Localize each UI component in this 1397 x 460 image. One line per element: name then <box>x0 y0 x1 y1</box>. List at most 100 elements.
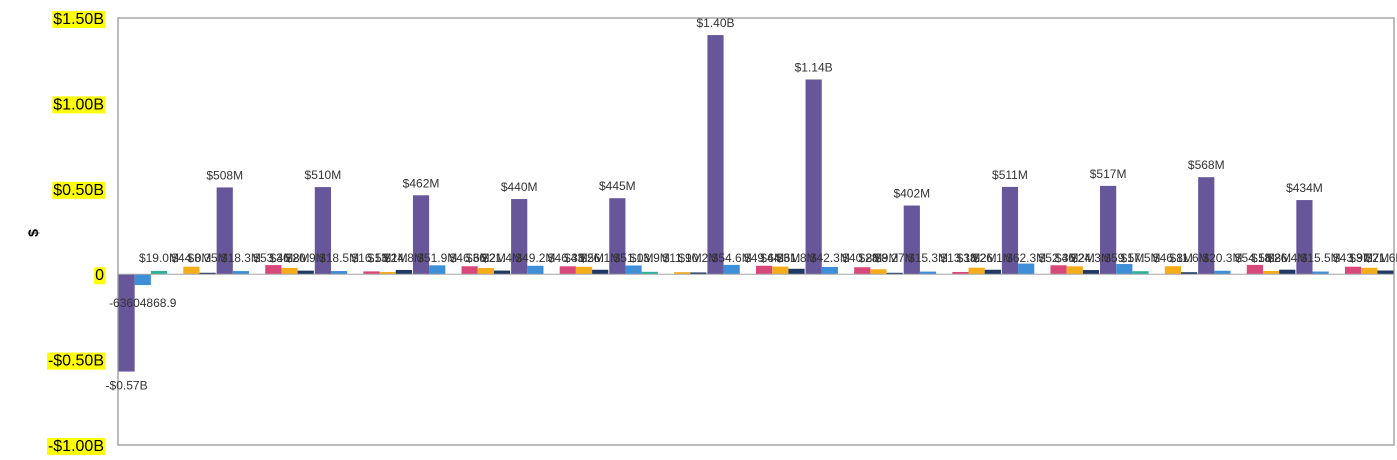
bar-s6-10 <box>1082 270 1100 275</box>
data-label: $49.6M <box>744 251 784 265</box>
data-label: $21.6M <box>1365 251 1397 265</box>
bar-s4-8 <box>854 267 871 275</box>
y-tick-highlight <box>52 181 105 199</box>
bar-s2-8 <box>821 266 838 275</box>
data-label: $402M <box>893 187 930 201</box>
data-label: $19.0M <box>139 251 179 265</box>
data-label: $53.4M <box>253 251 293 265</box>
bar-s1-13 <box>1296 200 1313 275</box>
bar-s1-9 <box>903 205 920 275</box>
data-label: $51.0M <box>614 251 654 265</box>
bar-s2-4 <box>429 265 446 275</box>
bar-s2-6 <box>625 265 642 275</box>
bar-s3-1 <box>150 270 168 275</box>
bar-s1-11 <box>1100 185 1117 275</box>
data-label: $510M <box>305 168 342 182</box>
y-tick-label: $1.00B <box>53 96 104 113</box>
bars <box>118 35 1394 372</box>
data-label: -$0.57B <box>106 379 148 393</box>
data-label: $517M <box>1090 167 1127 181</box>
data-label: $8.35M <box>188 251 228 265</box>
data-label: $52.3M <box>1039 251 1079 265</box>
data-label: $568M <box>1188 158 1225 172</box>
data-label: $54.6M <box>712 251 752 265</box>
data-labels: -$0.57B $508M $510M $462M $440M $445M $1.40B $1… <box>106 16 1397 392</box>
data-label: $13.1M <box>368 251 408 265</box>
data-label: $18.8M <box>1251 251 1291 265</box>
bar-s5-10 <box>1066 266 1083 275</box>
data-label: $1.40B <box>696 16 734 30</box>
bar-s2-13 <box>1312 271 1329 275</box>
bar-s4-13 <box>1344 266 1362 275</box>
bar-s6-12 <box>1279 269 1296 275</box>
data-label: $508M <box>206 168 243 182</box>
data-label: $16.5M <box>351 251 391 265</box>
data-label: $44.6M <box>760 251 800 265</box>
bar-s5-5 <box>575 266 593 275</box>
data-label: $26.4M <box>1267 251 1307 265</box>
y-axis: $1.50B $1.00B $0.50B 0 -$0.50B -$1.00B <box>46 11 106 455</box>
bar-s6-6 <box>690 272 707 275</box>
data-label: $15.5M <box>1301 251 1341 265</box>
bar-s2-9 <box>919 271 937 275</box>
bar-s1-12 <box>1198 177 1215 275</box>
y-tick-label: $1.50B <box>53 11 104 28</box>
y-tick-0: $1.50B <box>52 11 105 28</box>
data-label: $434M <box>1286 181 1323 195</box>
bar-s5-7 <box>772 266 789 275</box>
bar-s1-3 <box>314 187 331 275</box>
data-label: $11.6M <box>1170 251 1209 265</box>
bar-s6-3 <box>395 269 412 275</box>
data-label: -63604868.9 <box>109 296 177 310</box>
y-tick-label: 0 <box>95 267 104 284</box>
data-label: $20.3M <box>1202 251 1242 265</box>
bar-s6-7 <box>788 268 805 275</box>
bar-s5-9 <box>968 267 985 275</box>
data-label: $445M <box>599 179 636 193</box>
bar-s6-4 <box>493 270 511 275</box>
data-label: $51.9M <box>417 251 457 265</box>
bar-s5-11 <box>1164 266 1182 275</box>
data-label: $44.0M <box>171 251 211 265</box>
bar-s1-8 <box>805 79 822 275</box>
data-label: $54.5M <box>1235 251 1275 265</box>
bar-s5-2 <box>281 267 298 275</box>
data-label: $42.3M <box>810 251 850 265</box>
plot-area <box>117 17 1395 446</box>
data-label: $21.4M <box>482 251 522 265</box>
data-label: $62.3M <box>1006 251 1046 265</box>
data-label: $46.2M <box>1055 251 1095 265</box>
bar-s6-2 <box>297 270 314 275</box>
data-label: $20.9M <box>286 251 326 265</box>
bar-s5-6 <box>674 272 691 275</box>
data-label: $28.9M <box>858 251 898 265</box>
data-label: $15.3M <box>908 251 948 265</box>
bar-s5-12 <box>1262 270 1280 275</box>
data-label: $40.8M <box>842 251 882 265</box>
data-label: $59.5M <box>1104 251 1144 265</box>
y-axis-title: $ <box>25 229 41 237</box>
data-label: $18.5M <box>319 251 359 265</box>
bar-s3-11 <box>1132 271 1149 275</box>
data-label: $49.2M <box>515 251 555 265</box>
bar-s6-5 <box>592 269 609 275</box>
data-label: $31.8M <box>776 251 816 265</box>
data-label: $36.8M <box>270 251 310 265</box>
bar-s6-8 <box>886 272 903 275</box>
bar-s2-5 <box>527 265 544 275</box>
y-tick-5: -$1.00B <box>46 438 105 455</box>
bar-s3-6 <box>641 271 658 275</box>
y-tick-2: $0.50B <box>52 181 105 199</box>
data-label: $17.5M <box>1120 251 1160 265</box>
data-label: $462M <box>403 176 440 190</box>
bar-s1-2 <box>216 187 233 275</box>
data-label: $46.6M <box>450 251 490 265</box>
y-tick-label: -$0.50B <box>48 353 104 370</box>
bar-s4-2 <box>265 265 282 275</box>
bar-s1-1 <box>118 274 135 372</box>
bar-s2-10 <box>1018 263 1035 275</box>
bar-s6-13 <box>1377 270 1394 275</box>
bar-s5-8 <box>870 269 887 275</box>
bar-s2-12 <box>1214 270 1231 275</box>
